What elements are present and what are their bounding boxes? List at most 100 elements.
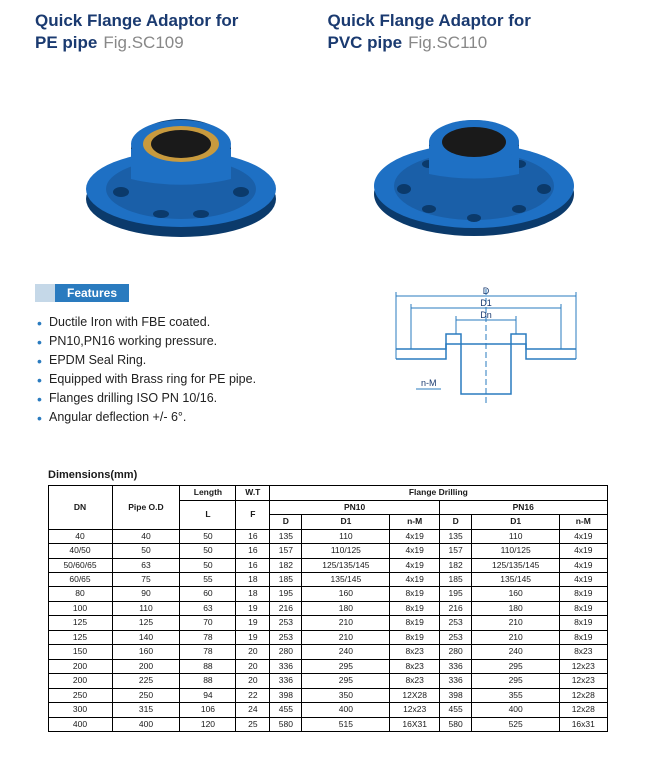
table-cell: 90 xyxy=(112,587,180,601)
table-cell: 4x19 xyxy=(390,544,440,558)
table-cell: 336 xyxy=(270,674,302,688)
table-cell: 185 xyxy=(270,573,302,587)
table-row: 10011063192161808x192161808x19 xyxy=(48,601,607,615)
th-fd: Flange Drilling xyxy=(270,486,607,500)
table-row: 12512570192532108x192532108x19 xyxy=(48,616,607,630)
header-left: Quick Flange Adaptor for PE pipeFig.SC10… xyxy=(35,10,328,54)
feature-item: Ductile Iron with FBE coated. xyxy=(35,315,313,329)
technical-diagram: D D1 Dn n-M xyxy=(366,284,596,424)
table-cell: 216 xyxy=(270,601,302,615)
flange-pvc-illustration xyxy=(364,74,584,254)
table-cell: 4x19 xyxy=(390,529,440,543)
product-image-left xyxy=(35,74,328,254)
table-row: 4004001202558051516X3158052516x31 xyxy=(48,717,607,731)
th-l: L xyxy=(180,500,236,529)
features-list: Ductile Iron with FBE coated. PN10,PN16 … xyxy=(35,315,313,424)
table-cell: 70 xyxy=(180,616,236,630)
th-wt: W.T xyxy=(236,486,270,500)
table-cell: 515 xyxy=(302,717,390,731)
table-cell: 157 xyxy=(270,544,302,558)
table-cell: 398 xyxy=(440,688,472,702)
table-cell: 106 xyxy=(180,703,236,717)
table-cell: 12x23 xyxy=(390,703,440,717)
table-cell: 8x23 xyxy=(390,674,440,688)
table-cell: 8x23 xyxy=(390,645,440,659)
table-cell: 195 xyxy=(270,587,302,601)
table-cell: 295 xyxy=(472,659,560,673)
table-cell: 20 xyxy=(236,659,270,673)
table-cell: 40 xyxy=(112,529,180,543)
table-cell: 50 xyxy=(180,529,236,543)
table-cell: 160 xyxy=(302,587,390,601)
table-cell: 8x19 xyxy=(560,630,607,644)
diagram-column: D D1 Dn n-M xyxy=(343,284,621,429)
svg-text:D: D xyxy=(483,286,490,296)
table-cell: 60 xyxy=(180,587,236,601)
table-cell: 525 xyxy=(472,717,560,731)
features-row: Features Ductile Iron with FBE coated. P… xyxy=(0,284,655,429)
table-cell: 12x23 xyxy=(560,659,607,673)
table-cell: 125 xyxy=(48,616,112,630)
table-cell: 8x19 xyxy=(390,630,440,644)
table-cell: 253 xyxy=(270,630,302,644)
table-cell: 19 xyxy=(236,630,270,644)
table-cell: 180 xyxy=(472,601,560,615)
table-cell: 8x19 xyxy=(390,616,440,630)
table-cell: 110 xyxy=(472,529,560,543)
th-d: D xyxy=(270,515,302,529)
table-cell: 295 xyxy=(302,659,390,673)
title-right-2: PVC pipe Fig.SC110 xyxy=(328,32,621,54)
table-cell: 4x19 xyxy=(390,558,440,572)
table-cell: 16x31 xyxy=(560,717,607,731)
table-cell: 78 xyxy=(180,630,236,644)
table-cell: 125/135/145 xyxy=(472,558,560,572)
header-right: Quick Flange Adaptor for PVC pipeFig.SC1… xyxy=(328,10,621,54)
table-row: 15016078202802408x232802408x23 xyxy=(48,645,607,659)
table-cell: 12x28 xyxy=(560,688,607,702)
table-row: 50/60/65635016182125/135/1454x19182125/1… xyxy=(48,558,607,572)
th-d: D xyxy=(440,515,472,529)
table-cell: 225 xyxy=(112,674,180,688)
table-cell: 94 xyxy=(180,688,236,702)
table-cell: 398 xyxy=(270,688,302,702)
table-cell: 210 xyxy=(472,616,560,630)
table-cell: 8x19 xyxy=(560,601,607,615)
table-row: 404050161351104x191351104x19 xyxy=(48,529,607,543)
table-cell: 210 xyxy=(302,630,390,644)
table-cell: 455 xyxy=(270,703,302,717)
table-cell: 210 xyxy=(472,630,560,644)
table-cell: 50 xyxy=(112,544,180,558)
table-cell: 19 xyxy=(236,616,270,630)
table-cell: 88 xyxy=(180,674,236,688)
table-cell: 100 xyxy=(48,601,112,615)
table-cell: 182 xyxy=(440,558,472,572)
svg-text:Dn: Dn xyxy=(480,310,492,320)
table-cell: 125 xyxy=(112,616,180,630)
fig-right: Fig.SC110 xyxy=(408,33,487,52)
table-row: 250250942239835012X2839835512x28 xyxy=(48,688,607,702)
table-cell: 110/125 xyxy=(302,544,390,558)
table-cell: 295 xyxy=(472,674,560,688)
table-cell: 8x19 xyxy=(390,601,440,615)
table-cell: 24 xyxy=(236,703,270,717)
table-cell: 50/60/65 xyxy=(48,558,112,572)
table-cell: 400 xyxy=(302,703,390,717)
table-cell: 182 xyxy=(270,558,302,572)
table-cell: 250 xyxy=(112,688,180,702)
table-cell: 253 xyxy=(440,630,472,644)
feature-item: Angular deflection +/- 6°. xyxy=(35,410,313,424)
table-cell: 110 xyxy=(302,529,390,543)
title-right-bold: PVC pipe xyxy=(328,33,403,52)
table-cell: 250 xyxy=(48,688,112,702)
table-cell: 4x19 xyxy=(560,573,607,587)
table-row: 12514078192532108x192532108x19 xyxy=(48,630,607,644)
feature-item: Flanges drilling ISO PN 10/16. xyxy=(35,391,313,405)
table-cell: 210 xyxy=(302,616,390,630)
th-d1: D1 xyxy=(472,515,560,529)
table-cell: 110/125 xyxy=(472,544,560,558)
dimensions-title: Dimensions(mm) xyxy=(0,429,655,485)
table-cell: 253 xyxy=(270,616,302,630)
th-nm: n-M xyxy=(390,515,440,529)
table-cell: 4x19 xyxy=(560,529,607,543)
th-od: Pipe O.D xyxy=(112,486,180,529)
